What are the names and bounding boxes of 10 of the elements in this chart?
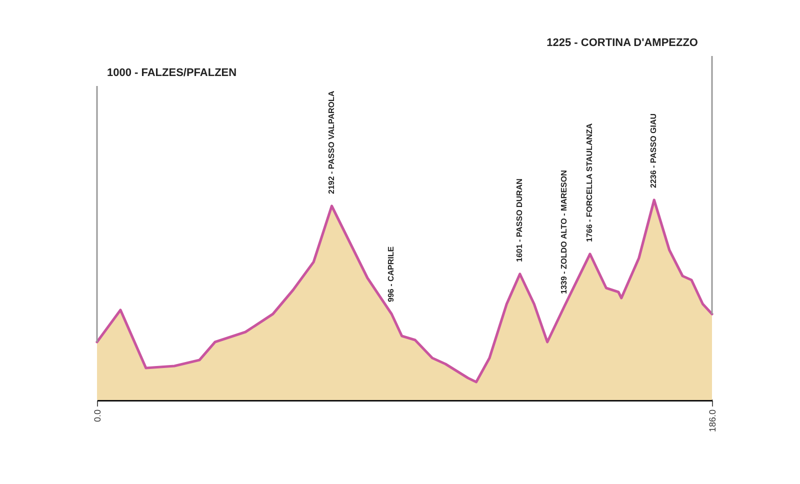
text: 1000 - FALZES/PFALZEN bbox=[107, 67, 237, 79]
annotation: 2236 - PASSO GIAU bbox=[649, 113, 658, 188]
text: 1225 - CORTINA D'AMPEZZO bbox=[546, 37, 698, 49]
annotation: 1766 - FORCELLA STAULANZA bbox=[584, 123, 594, 242]
annotation: 2192 - PASSO VALPAROLA bbox=[326, 90, 336, 194]
x-tick-label: 0.0 bbox=[92, 410, 102, 422]
annotation: 1601 - PASSO DURAN bbox=[514, 178, 524, 262]
annotation: 996 - CAPRILE bbox=[386, 246, 396, 302]
x-tick-label: 186.0 bbox=[708, 410, 718, 432]
annotation: 1339 - ZOLDO ALTO - MARESON bbox=[560, 170, 569, 294]
